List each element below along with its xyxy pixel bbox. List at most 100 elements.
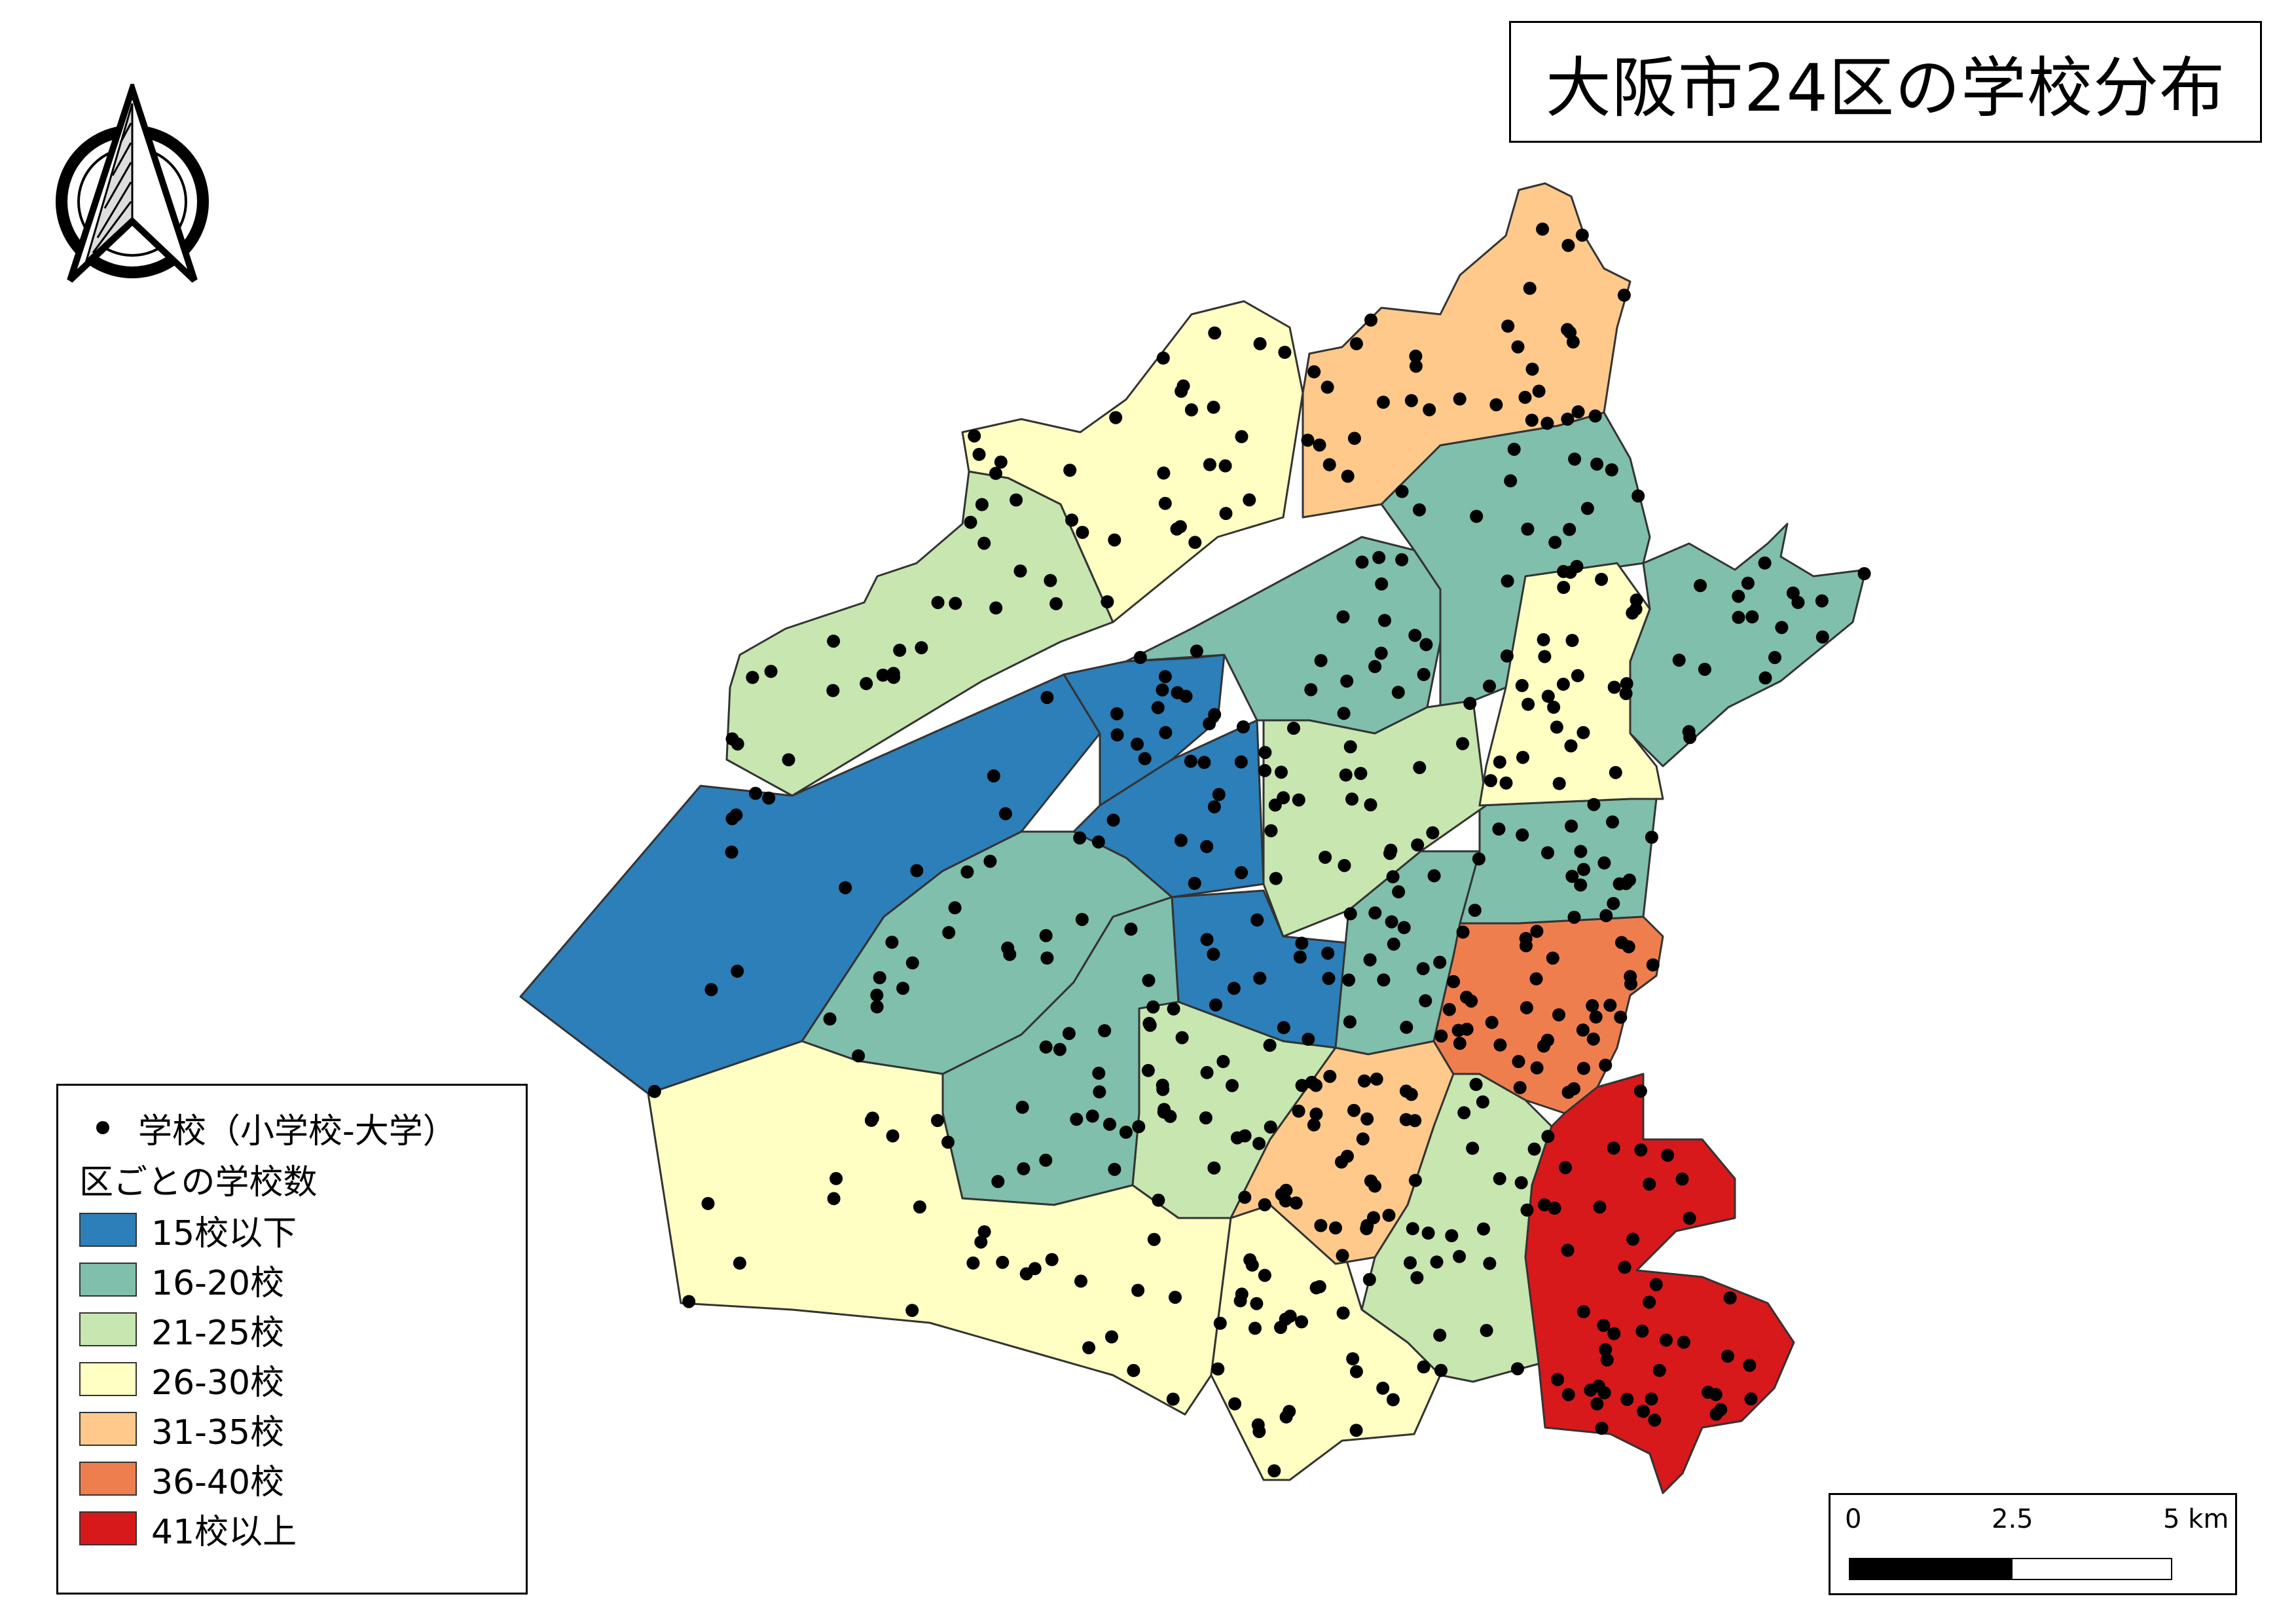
school-point: [1595, 1422, 1609, 1435]
school-point: [1620, 1393, 1634, 1406]
school-point: [1652, 1363, 1666, 1377]
school-point: [1169, 1291, 1182, 1304]
school-point: [1039, 1153, 1053, 1167]
school-point: [964, 515, 977, 529]
school-point: [1469, 1078, 1483, 1091]
school-point: [1131, 1283, 1145, 1297]
school-point: [1661, 1149, 1675, 1162]
school-point: [829, 1172, 843, 1185]
school-point: [682, 1295, 696, 1308]
school-point: [1301, 434, 1315, 447]
school-point: [1307, 365, 1321, 378]
school-point: [1342, 973, 1356, 987]
school-point: [1576, 1024, 1590, 1037]
school-point: [1287, 722, 1300, 735]
school-point: [1263, 1039, 1277, 1052]
school-point: [1427, 869, 1441, 883]
school-point: [1523, 282, 1537, 295]
school-point: [1677, 1335, 1690, 1349]
school-point: [948, 901, 962, 915]
school-point: [1395, 485, 1409, 498]
school-point: [1175, 1031, 1189, 1044]
school-point: [1683, 1211, 1696, 1225]
school-point: [1561, 238, 1575, 252]
school-point: [974, 1235, 988, 1249]
school-point: [1617, 288, 1631, 302]
school-point: [1493, 755, 1506, 769]
school-point: [1548, 536, 1562, 549]
school-point: [1745, 610, 1759, 623]
school-point: [1207, 1161, 1221, 1175]
school-point: [1417, 668, 1430, 681]
school-point: [1590, 457, 1604, 471]
school-point: [966, 1256, 980, 1270]
ward-suminoe: [647, 1040, 1232, 1416]
school-point: [1211, 1362, 1225, 1376]
school-point: [975, 498, 989, 511]
school-point: [1376, 1381, 1390, 1395]
school-point: [1518, 390, 1532, 404]
legend-swatch: [79, 1511, 137, 1545]
map-title: 大阪市24区の学校分布: [1545, 49, 2226, 126]
school-points: [647, 222, 1871, 1478]
school-point: [1253, 971, 1267, 985]
school-point: [1110, 728, 1124, 742]
school-point: [1600, 1353, 1614, 1367]
school-point: [725, 732, 739, 746]
school-point: [827, 635, 841, 648]
school-point: [1073, 831, 1087, 845]
school-point: [1546, 951, 1559, 965]
school-point: [1268, 798, 1282, 812]
school-point: [731, 965, 744, 978]
school-point: [1538, 650, 1552, 663]
school-point: [1258, 1268, 1271, 1282]
school-point: [1630, 593, 1643, 607]
school-point: [1423, 403, 1436, 416]
school-point: [1374, 646, 1388, 660]
legend-item-school-point: 学校（小学校-大学）: [74, 1103, 510, 1153]
school-point: [1463, 697, 1477, 710]
school-point: [1561, 323, 1575, 337]
school-point: [1156, 1082, 1170, 1096]
legend-swatch: [79, 1312, 137, 1346]
school-point: [1605, 463, 1618, 477]
school-point: [870, 1000, 884, 1014]
legend-class-label: 15校以下: [151, 1213, 297, 1253]
scale-label-mid: 2.5: [1992, 1504, 2033, 1534]
school-point: [1537, 633, 1550, 646]
school-point: [1370, 1072, 1383, 1086]
school-point: [1040, 951, 1054, 965]
school-point: [704, 983, 718, 997]
school-point: [1364, 798, 1377, 811]
legend-swatch: [79, 1462, 137, 1496]
school-point: [1607, 1327, 1621, 1340]
school-point: [1607, 680, 1621, 694]
school-point: [949, 597, 962, 610]
school-point: [1367, 1211, 1380, 1225]
school-point: [1599, 1343, 1613, 1356]
school-point: [1451, 1024, 1465, 1037]
school-point: [1758, 556, 1772, 570]
school-point: [1108, 533, 1121, 547]
school-point: [1574, 845, 1588, 858]
school-point: [1501, 320, 1515, 333]
school-point: [1567, 1082, 1580, 1096]
school-point: [1338, 858, 1351, 872]
school-point: [1063, 464, 1077, 477]
school-point: [1358, 1074, 1371, 1088]
school-point: [1142, 974, 1156, 987]
school-point: [1559, 1161, 1573, 1175]
school-point: [1456, 925, 1470, 939]
school-point: [1421, 1227, 1435, 1240]
school-point: [860, 676, 873, 690]
school-point: [1646, 958, 1660, 972]
school-point: [749, 786, 762, 800]
school-point: [1124, 922, 1138, 936]
school-point: [1607, 896, 1620, 910]
school-point: [873, 971, 886, 984]
school-point: [1203, 458, 1216, 471]
school-point: [1132, 1120, 1146, 1134]
school-point: [1227, 982, 1241, 995]
school-point: [1530, 1061, 1544, 1075]
school-point: [1618, 1261, 1631, 1274]
